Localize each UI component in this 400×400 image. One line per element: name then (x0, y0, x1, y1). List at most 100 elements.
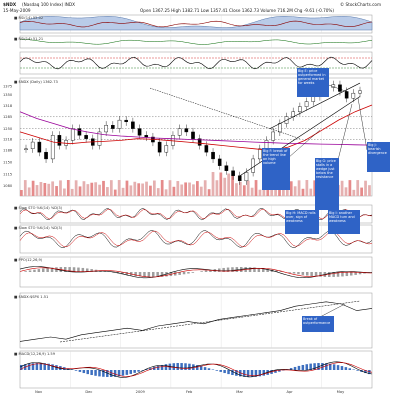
volume-bar (305, 180, 309, 196)
ppo-hist-bar (182, 272, 186, 275)
x-tick-label: 2009 (135, 390, 145, 394)
candle-body (217, 158, 222, 166)
volume-bar (47, 183, 51, 196)
macd-hist-bar (145, 369, 148, 370)
ppo-hist-bar (46, 267, 49, 272)
rsi3-panel (19, 51, 373, 75)
volume-bar (82, 181, 86, 196)
macd-hist-bar (309, 363, 312, 370)
volume-bar (356, 180, 360, 196)
volume-bar (78, 186, 82, 196)
note-big-e: Big E: price outperformed in general mar… (297, 68, 329, 97)
candle-body (117, 119, 122, 129)
macd-hist-bar (160, 364, 164, 370)
macd-hist-bar (297, 365, 301, 370)
macd-hist-bar (129, 370, 133, 374)
volume-bar (180, 184, 184, 196)
pointer-j (357, 97, 368, 151)
ppo-line (19, 266, 373, 279)
macd-hist-bar (223, 370, 226, 374)
ohlc-readout: Open 1367.25 High 1382.71 Low 1357.41 Cl… (140, 8, 335, 13)
macd-hist-bar (102, 370, 105, 377)
macd-hist-bar (152, 366, 156, 370)
note-big-f: Big F: break of the trend line on high v… (262, 148, 290, 190)
sto2-panel (19, 224, 373, 254)
macd-hist-bar (27, 363, 31, 370)
ppo-hist-bar (270, 269, 274, 272)
macd-hist-bar (219, 370, 222, 372)
volume-bar (160, 180, 164, 196)
volume-bar (340, 180, 344, 196)
macd-hist-bar (348, 368, 352, 370)
ppo-hist-bar (231, 267, 234, 272)
ppo-hist-bar (77, 267, 80, 272)
candle-body (298, 106, 302, 112)
volume-bar (313, 180, 317, 196)
rsi2-panel (19, 35, 373, 49)
volume-bar (86, 184, 90, 196)
ppo-hist-bar (262, 268, 265, 272)
ppo-hist-bar (275, 270, 278, 272)
pointer-f (287, 129, 321, 159)
ppo-hist-bar (279, 271, 283, 272)
ppo-hist-bar (257, 267, 261, 272)
x-tick-label: Nov (35, 390, 43, 394)
macd-hist-bar (164, 364, 168, 370)
ppo-hist-bar (354, 272, 357, 275)
rsi-top-label: ■ RSI(14) 52.02 (14, 16, 44, 20)
macd-hist-bar (262, 370, 265, 376)
volume-bar (219, 172, 223, 196)
ratio-label: ■ $NDX:$SPX 1.51 (14, 295, 49, 299)
volume-bar (172, 186, 176, 196)
candle-body (271, 131, 275, 141)
price-tick-label: 1375 (3, 85, 12, 89)
macd-hist-bar (31, 363, 35, 370)
candle-body (97, 131, 102, 146)
ppo-hist-bar (28, 270, 32, 272)
volume-bar (231, 175, 234, 196)
ppo-hist-bar (121, 272, 124, 275)
ppo-hist-bar (350, 272, 353, 276)
chart-symbol: $NDX (3, 2, 17, 7)
ratio-line (19, 301, 373, 342)
macd-hist-bar (340, 366, 344, 370)
note-big-h: Big H: MACD rolls over, sign of weakness (285, 210, 319, 234)
macd-hist-bar (368, 370, 371, 375)
price-tick-label: 1350 (3, 93, 13, 97)
macd-hist-bar (231, 370, 234, 376)
volume-bar (164, 189, 168, 196)
macd-hist-bar (215, 370, 219, 371)
pointer-g (335, 103, 353, 169)
macd-hist-bar (149, 368, 152, 370)
volume-bar (184, 182, 188, 196)
trendline-upper (269, 82, 361, 129)
rsi3-line (19, 56, 373, 70)
volume-bar (117, 180, 121, 196)
rsi-top-area (19, 16, 373, 31)
candle-body (157, 141, 162, 153)
candle-body (57, 135, 62, 146)
ppo-hist-bar (319, 272, 322, 277)
macd-hist-bar (239, 370, 242, 377)
candle-body (104, 124, 108, 133)
macd-hist-bar (364, 370, 367, 374)
macd-hist-bar (254, 370, 258, 377)
ppo-hist-bar (24, 271, 27, 272)
candle-body (37, 141, 42, 153)
candle-body (50, 135, 55, 160)
brand-label: © StockCharts.com (340, 2, 382, 7)
macd-hist-bar (235, 370, 238, 376)
price-label: ■ $NDX (Daily) 1362.73 (14, 80, 58, 84)
volume-bar (102, 180, 105, 196)
macd-hist-bar (282, 370, 285, 371)
chart-subtitle: (Nasdaq 100 Index) INDX (22, 2, 76, 7)
candle-body (24, 148, 28, 151)
ppo-hist-bar (68, 267, 71, 272)
macd-hist-bar (278, 370, 281, 372)
price-tick-label: 1115 (3, 172, 12, 176)
rsi-top-line (19, 20, 373, 28)
ppo-hist-bar (314, 272, 318, 277)
volume-bar (43, 183, 47, 196)
volume-bar (149, 185, 152, 196)
